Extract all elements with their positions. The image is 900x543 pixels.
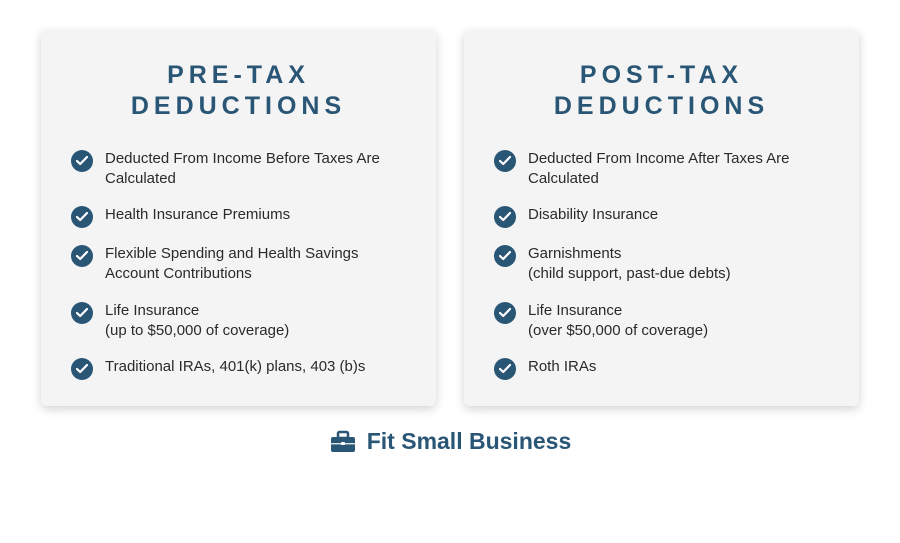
item-sub: (child support, past-due debts) [528, 264, 731, 284]
check-icon [71, 206, 93, 228]
list-item: Deducted From Income After Taxes Are Cal… [494, 149, 829, 190]
card-title: PRE-TAX DEDUCTIONS [71, 60, 406, 123]
item-sub: (up to $50,000 of coverage) [105, 321, 289, 341]
list-item: Health Insurance Premiums [71, 205, 406, 228]
list-item: Roth IRAs [494, 357, 829, 380]
item-main: Disability Insurance [528, 206, 658, 223]
item-text: Health Insurance Premiums [105, 205, 290, 225]
card-title-line2: DEDUCTIONS [494, 91, 829, 122]
list-item: Life Insurance (over $50,000 of coverage… [494, 301, 829, 342]
check-icon [494, 245, 516, 267]
check-icon [71, 302, 93, 324]
list-item: Garnishments (child support, past-due de… [494, 244, 829, 285]
cards-container: PRE-TAX DEDUCTIONS Deducted From Income … [40, 30, 860, 406]
check-icon [71, 150, 93, 172]
card-title-line1: POST-TAX [494, 60, 829, 91]
list-item: Disability Insurance [494, 205, 829, 228]
footer-brand-text: Fit Small Business [367, 428, 572, 455]
item-main: Garnishments [528, 245, 621, 262]
item-main: Deducted From Income Before Taxes Are Ca… [105, 150, 380, 187]
briefcase-icon [329, 430, 357, 454]
card-title: POST-TAX DEDUCTIONS [494, 60, 829, 123]
list-item: Deducted From Income Before Taxes Are Ca… [71, 149, 406, 190]
item-text: Life Insurance (up to $50,000 of coverag… [105, 301, 289, 342]
item-sub: (over $50,000 of coverage) [528, 321, 708, 341]
card-title-line1: PRE-TAX [71, 60, 406, 91]
item-text: Life Insurance (over $50,000 of coverage… [528, 301, 708, 342]
list-item: Life Insurance (up to $50,000 of coverag… [71, 301, 406, 342]
item-text: Disability Insurance [528, 205, 658, 225]
item-main: Deducted From Income After Taxes Are Cal… [528, 150, 790, 187]
pre-tax-card: PRE-TAX DEDUCTIONS Deducted From Income … [41, 30, 436, 406]
item-text: Traditional IRAs, 401(k) plans, 403 (b)s [105, 357, 365, 377]
list-item: Traditional IRAs, 401(k) plans, 403 (b)s [71, 357, 406, 380]
item-text: Flexible Spending and Health Savings Acc… [105, 244, 406, 285]
item-list: Deducted From Income Before Taxes Are Ca… [71, 149, 406, 381]
post-tax-card: POST-TAX DEDUCTIONS Deducted From Income… [464, 30, 859, 406]
item-main: Life Insurance [528, 302, 622, 319]
item-main: Traditional IRAs, 401(k) plans, 403 (b)s [105, 358, 365, 375]
footer-brand: Fit Small Business [329, 428, 572, 455]
check-icon [71, 245, 93, 267]
item-main: Health Insurance Premiums [105, 206, 290, 223]
check-icon [494, 150, 516, 172]
item-main: Life Insurance [105, 302, 199, 319]
check-icon [494, 358, 516, 380]
card-title-line2: DEDUCTIONS [71, 91, 406, 122]
item-text: Deducted From Income After Taxes Are Cal… [528, 149, 829, 190]
item-main: Flexible Spending and Health Savings Acc… [105, 245, 359, 282]
item-list: Deducted From Income After Taxes Are Cal… [494, 149, 829, 381]
check-icon [494, 302, 516, 324]
list-item: Flexible Spending and Health Savings Acc… [71, 244, 406, 285]
item-text: Deducted From Income Before Taxes Are Ca… [105, 149, 406, 190]
item-text: Garnishments (child support, past-due de… [528, 244, 731, 285]
check-icon [71, 358, 93, 380]
check-icon [494, 206, 516, 228]
item-main: Roth IRAs [528, 358, 596, 375]
item-text: Roth IRAs [528, 357, 596, 377]
